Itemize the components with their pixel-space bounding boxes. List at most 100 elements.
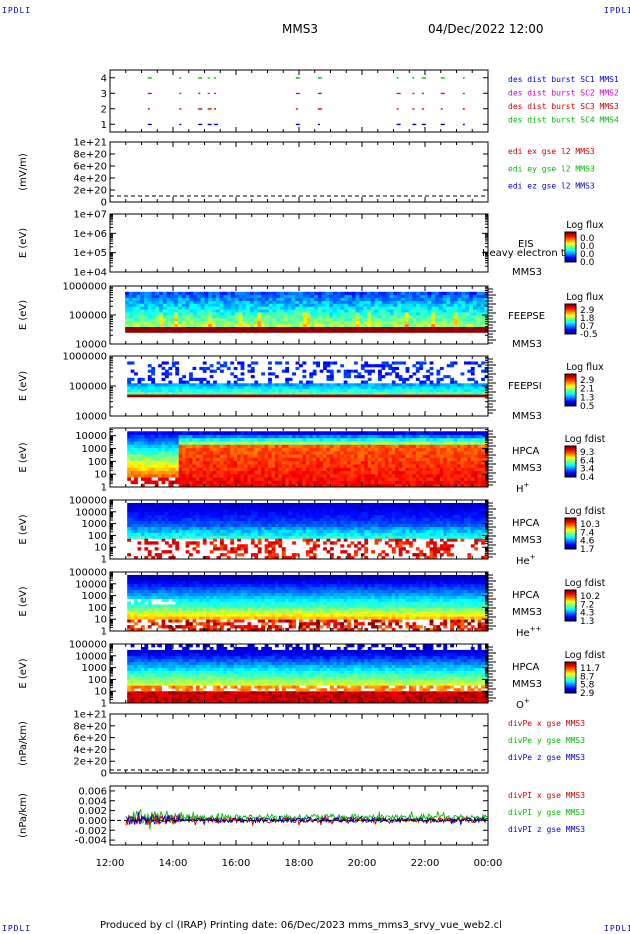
spectrogram-cell <box>367 480 372 485</box>
spectrogram-cell <box>274 383 279 387</box>
spectrogram-cell <box>395 447 400 452</box>
spectrogram-cell <box>291 306 296 310</box>
spectrogram-cell <box>189 529 193 533</box>
colorbar-cell <box>565 471 576 474</box>
colorbar-cell <box>565 468 576 471</box>
spectrogram-cell <box>353 464 358 468</box>
spectrogram-cell <box>223 364 228 368</box>
spectrogram-cell <box>291 326 296 330</box>
spectrogram-cell <box>171 538 176 542</box>
spectrogram-cell <box>357 386 362 390</box>
spectrogram-cell <box>185 517 190 522</box>
spectrogram-cell <box>357 383 362 387</box>
spectrogram-cell <box>326 477 331 481</box>
spectrogram-cell <box>254 441 259 445</box>
spectrogram-cell <box>213 470 217 475</box>
spectrogram-cell <box>438 294 444 298</box>
spectrogram-cell <box>302 317 307 322</box>
spectrogram-cell <box>283 297 289 301</box>
spectrogram-cell <box>367 297 372 301</box>
spectrogram-cell <box>438 323 444 327</box>
spectrogram-cell <box>419 323 425 327</box>
charge-label-hpca_h: + <box>524 481 530 489</box>
spectrogram-cell <box>178 386 183 390</box>
spectrogram-cell <box>168 505 173 510</box>
spectrogram-cell <box>175 372 180 376</box>
spectrogram-cell <box>436 441 441 445</box>
spectrogram-cell <box>415 431 420 435</box>
spectrogram-cell <box>189 294 194 298</box>
spectrogram-cell <box>347 375 351 379</box>
spectrogram-cell <box>395 457 400 462</box>
spectrogram-cell <box>206 457 211 462</box>
spectrogram-cell <box>295 312 300 316</box>
spectrogram-cell <box>343 375 348 379</box>
spectrogram-cell <box>402 380 406 384</box>
spectrogram-cell <box>353 431 358 435</box>
spectrogram-cell <box>333 297 338 301</box>
spectrogram-cell <box>422 467 427 472</box>
spectrogram-cell <box>200 306 205 310</box>
spectrogram-cell <box>281 444 286 449</box>
spectrogram-cell <box>347 470 351 475</box>
colorbar-cell <box>565 395 576 397</box>
spectrogram-cell <box>429 391 434 395</box>
spectrogram-cell <box>398 470 403 475</box>
spectrogram-cell <box>348 291 353 296</box>
spectrogram-cell <box>453 317 459 322</box>
spectrogram-cell <box>185 511 190 516</box>
spectrogram-cell <box>484 366 489 371</box>
spectrogram-cell <box>299 454 303 458</box>
spectrogram-cell <box>223 383 228 387</box>
colorbar-feepse <box>565 304 576 335</box>
spectrogram-cell <box>446 297 451 301</box>
spectrogram-cell <box>378 377 382 381</box>
spectrogram-cell <box>196 300 202 304</box>
spectrogram-cell <box>314 315 319 319</box>
spectrogram-cell <box>147 394 152 398</box>
spectrogram-cell <box>305 444 310 449</box>
spectrogram-cell <box>429 457 434 462</box>
spectrogram-cell <box>395 450 400 455</box>
spectrogram-cell <box>477 391 482 395</box>
burst-mark <box>179 108 182 110</box>
colorbar-cell <box>565 330 576 332</box>
spectrogram-cell <box>443 383 448 387</box>
spectrogram-cell <box>254 483 259 488</box>
spectrogram-cell <box>178 457 183 462</box>
spectrogram-cell <box>350 437 355 442</box>
spectrogram-cell <box>281 447 286 452</box>
spectrogram-cell <box>204 329 209 333</box>
spectrogram-cell <box>254 380 259 384</box>
spectrogram-cell <box>405 377 410 381</box>
spectrogram-cell <box>268 297 273 301</box>
spectrogram-cell <box>185 464 190 468</box>
spectrogram-cell <box>470 394 475 398</box>
spectrogram-cell <box>481 369 485 373</box>
spectrogram-cell <box>323 470 327 475</box>
spectrogram-cell <box>233 473 238 478</box>
spectrogram-cell <box>343 372 348 376</box>
spectrogram-cell <box>402 361 406 365</box>
spectrogram-cell <box>344 297 349 301</box>
spectrogram-cell <box>442 309 447 313</box>
spectrogram-cell <box>460 388 465 392</box>
spectrogram-cell <box>357 477 362 481</box>
spectrogram-cell <box>367 372 372 376</box>
spectrogram-cell <box>274 457 279 462</box>
spectrogram-cell <box>415 477 420 481</box>
spectrogram-cell <box>130 388 135 392</box>
spectrogram-cell <box>484 457 489 462</box>
spectrogram-cell <box>367 326 372 330</box>
y-tick-label: 100000 <box>69 311 107 322</box>
spectrogram-cell <box>137 517 142 522</box>
spectrogram-cell <box>168 457 173 462</box>
spectrogram-cell <box>442 294 447 298</box>
burst-mark <box>198 92 201 95</box>
spacecraft-label-feepsi: MMS3 <box>512 411 542 422</box>
spectrogram-cell <box>477 473 482 478</box>
spectrogram-cell <box>274 467 279 472</box>
spectrogram-cell <box>144 470 149 475</box>
spectrogram-cell <box>370 323 375 327</box>
spectrogram-cell <box>147 532 152 536</box>
